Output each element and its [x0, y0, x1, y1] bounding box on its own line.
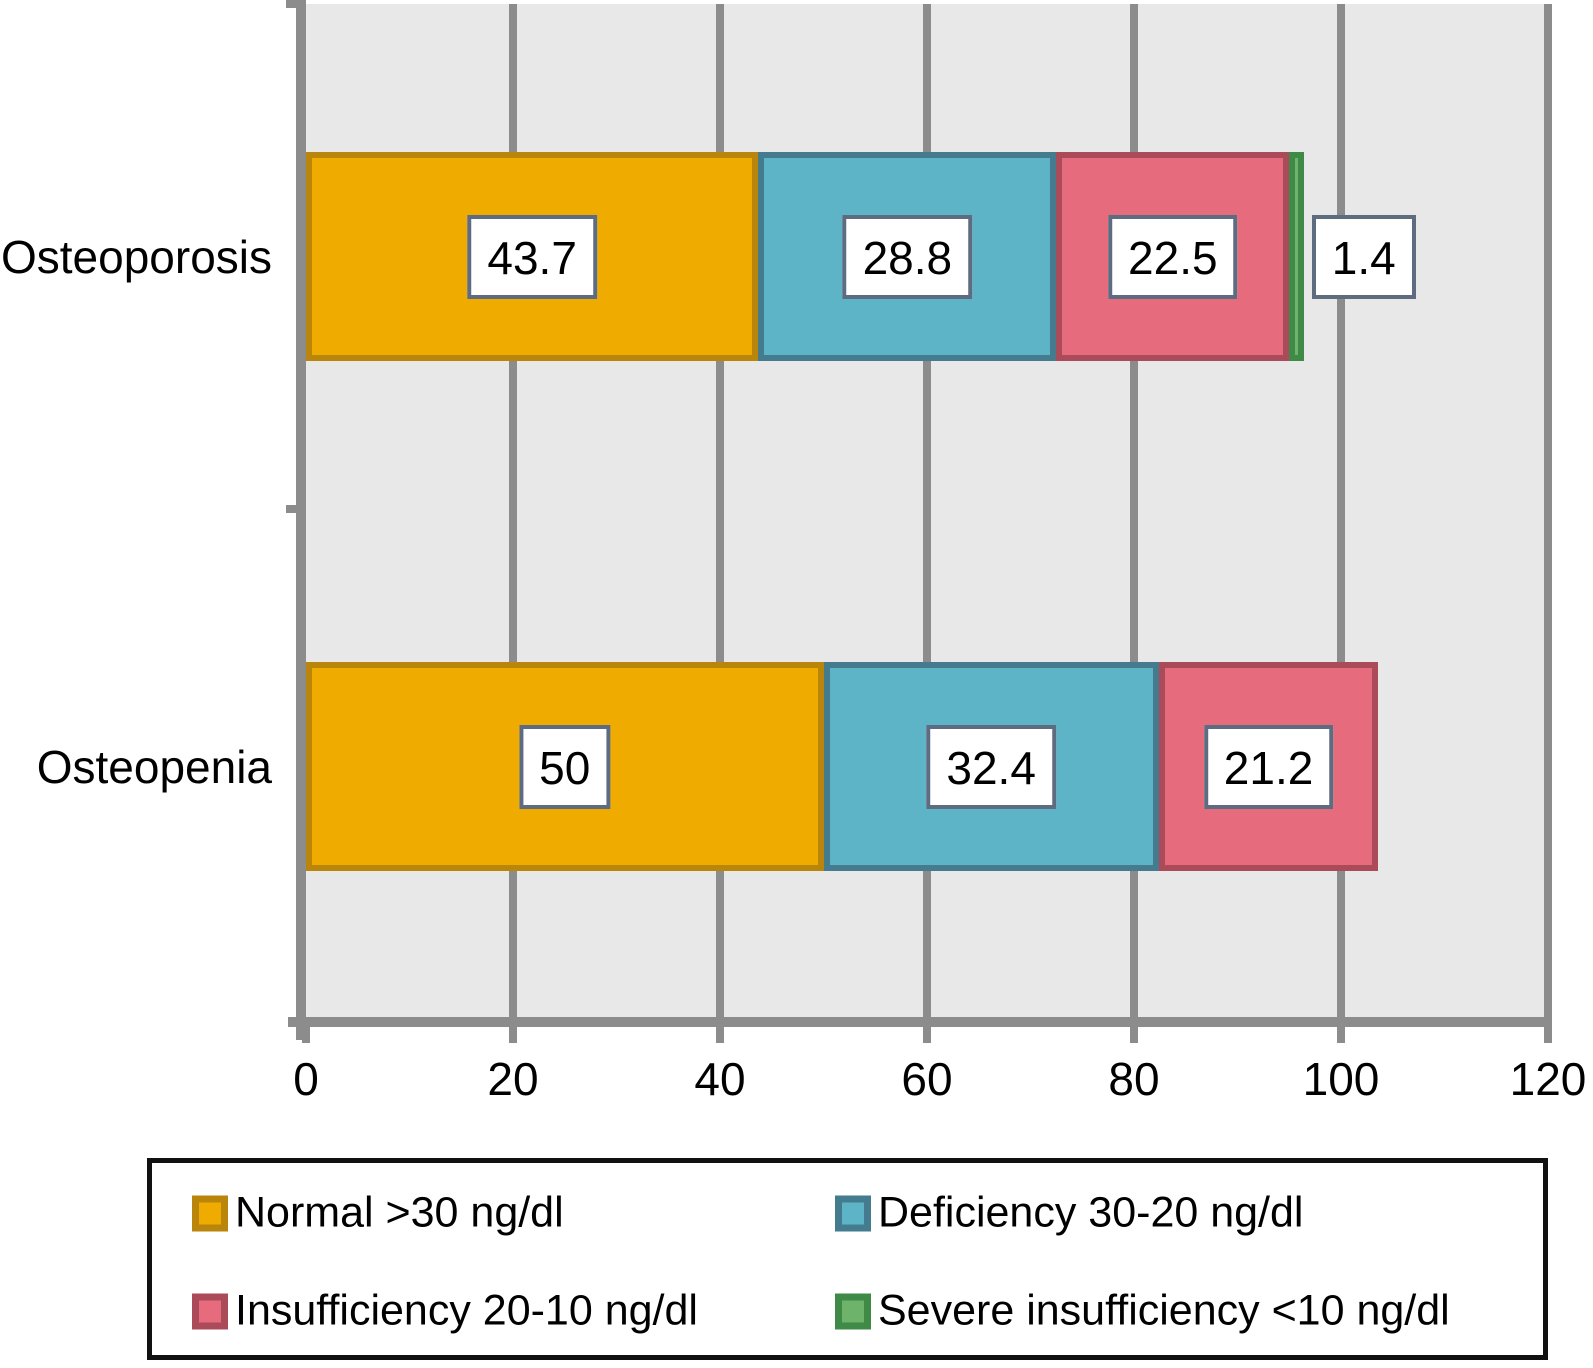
- value-label-osteoporosis-0: 43.7: [467, 214, 597, 299]
- value-label-osteopenia-0: 50: [519, 724, 611, 809]
- legend-swatch-icon-1: [835, 1195, 871, 1231]
- x-axis: [288, 1017, 1552, 1027]
- y-axis-category-tick-1: [286, 505, 298, 513]
- legend-swatch-icon-2: [192, 1293, 228, 1329]
- x-axis-tick-label-80: 80: [1108, 1053, 1160, 1105]
- legend-label-2: Insufficiency 20-10 ng/dl: [235, 1286, 698, 1335]
- x-axis-tick-label-0: 0: [293, 1053, 319, 1105]
- category-label-osteoporosis: Osteoporosis: [0, 230, 272, 283]
- gridline-x-100: [1337, 4, 1345, 1017]
- x-axis-tick-label-40: 40: [694, 1053, 746, 1105]
- gridline-x-40: [716, 4, 724, 1017]
- y-axis-category-tick-0: [286, 0, 298, 8]
- x-axis-tick-100: [1337, 1027, 1345, 1043]
- value-label-osteopenia-1: 32.4: [926, 724, 1056, 809]
- category-label-osteopenia: Osteopenia: [36, 740, 272, 793]
- bar-osteoporosis-segment-3: [1289, 152, 1304, 361]
- x-axis-tick-20: [509, 1027, 517, 1043]
- legend-label-0: Normal >30 ng/dl: [235, 1188, 564, 1237]
- x-axis-tick-label-20: 20: [487, 1053, 539, 1105]
- value-label-osteoporosis-3: 1.4: [1311, 214, 1416, 299]
- gridline-x-20: [509, 4, 517, 1017]
- legend: Normal >30 ng/dl Deficiency 30-20 ng/dl In…: [147, 1158, 1548, 1360]
- gridline-x-120: [1544, 4, 1552, 1017]
- y-axis: [296, 0, 306, 1040]
- gridline-x-80: [1130, 4, 1138, 1017]
- x-axis-tick-label-100: 100: [1302, 1053, 1380, 1105]
- legend-item-1: Deficiency 30-20 ng/dl: [835, 1189, 1303, 1238]
- legend-swatch-icon-0: [192, 1195, 228, 1231]
- legend-item-3: Severe insufficiency <10 ng/dl: [835, 1287, 1450, 1336]
- gridline-x-60: [923, 4, 931, 1017]
- x-axis-tick-60: [923, 1027, 931, 1043]
- x-axis-tick-label-60: 60: [901, 1053, 953, 1105]
- legend-item-2: Insufficiency 20-10 ng/dl: [192, 1287, 698, 1336]
- x-axis-tick-80: [1130, 1027, 1138, 1043]
- x-axis-tick-label-120: 120: [1509, 1053, 1587, 1105]
- value-label-osteoporosis-2: 22.5: [1108, 214, 1238, 299]
- legend-swatch-icon-3: [835, 1293, 871, 1329]
- value-label-osteopenia-2: 21.2: [1203, 724, 1334, 809]
- legend-item-0: Normal >30 ng/dl: [192, 1189, 564, 1238]
- x-axis-tick-40: [716, 1027, 724, 1043]
- value-label-osteoporosis-1: 28.8: [842, 214, 973, 299]
- x-axis-tick-0: [302, 1027, 310, 1043]
- legend-label-1: Deficiency 30-20 ng/dl: [878, 1188, 1304, 1237]
- x-axis-tick-120: [1544, 1027, 1552, 1043]
- legend-label-3: Severe insufficiency <10 ng/dl: [878, 1286, 1450, 1335]
